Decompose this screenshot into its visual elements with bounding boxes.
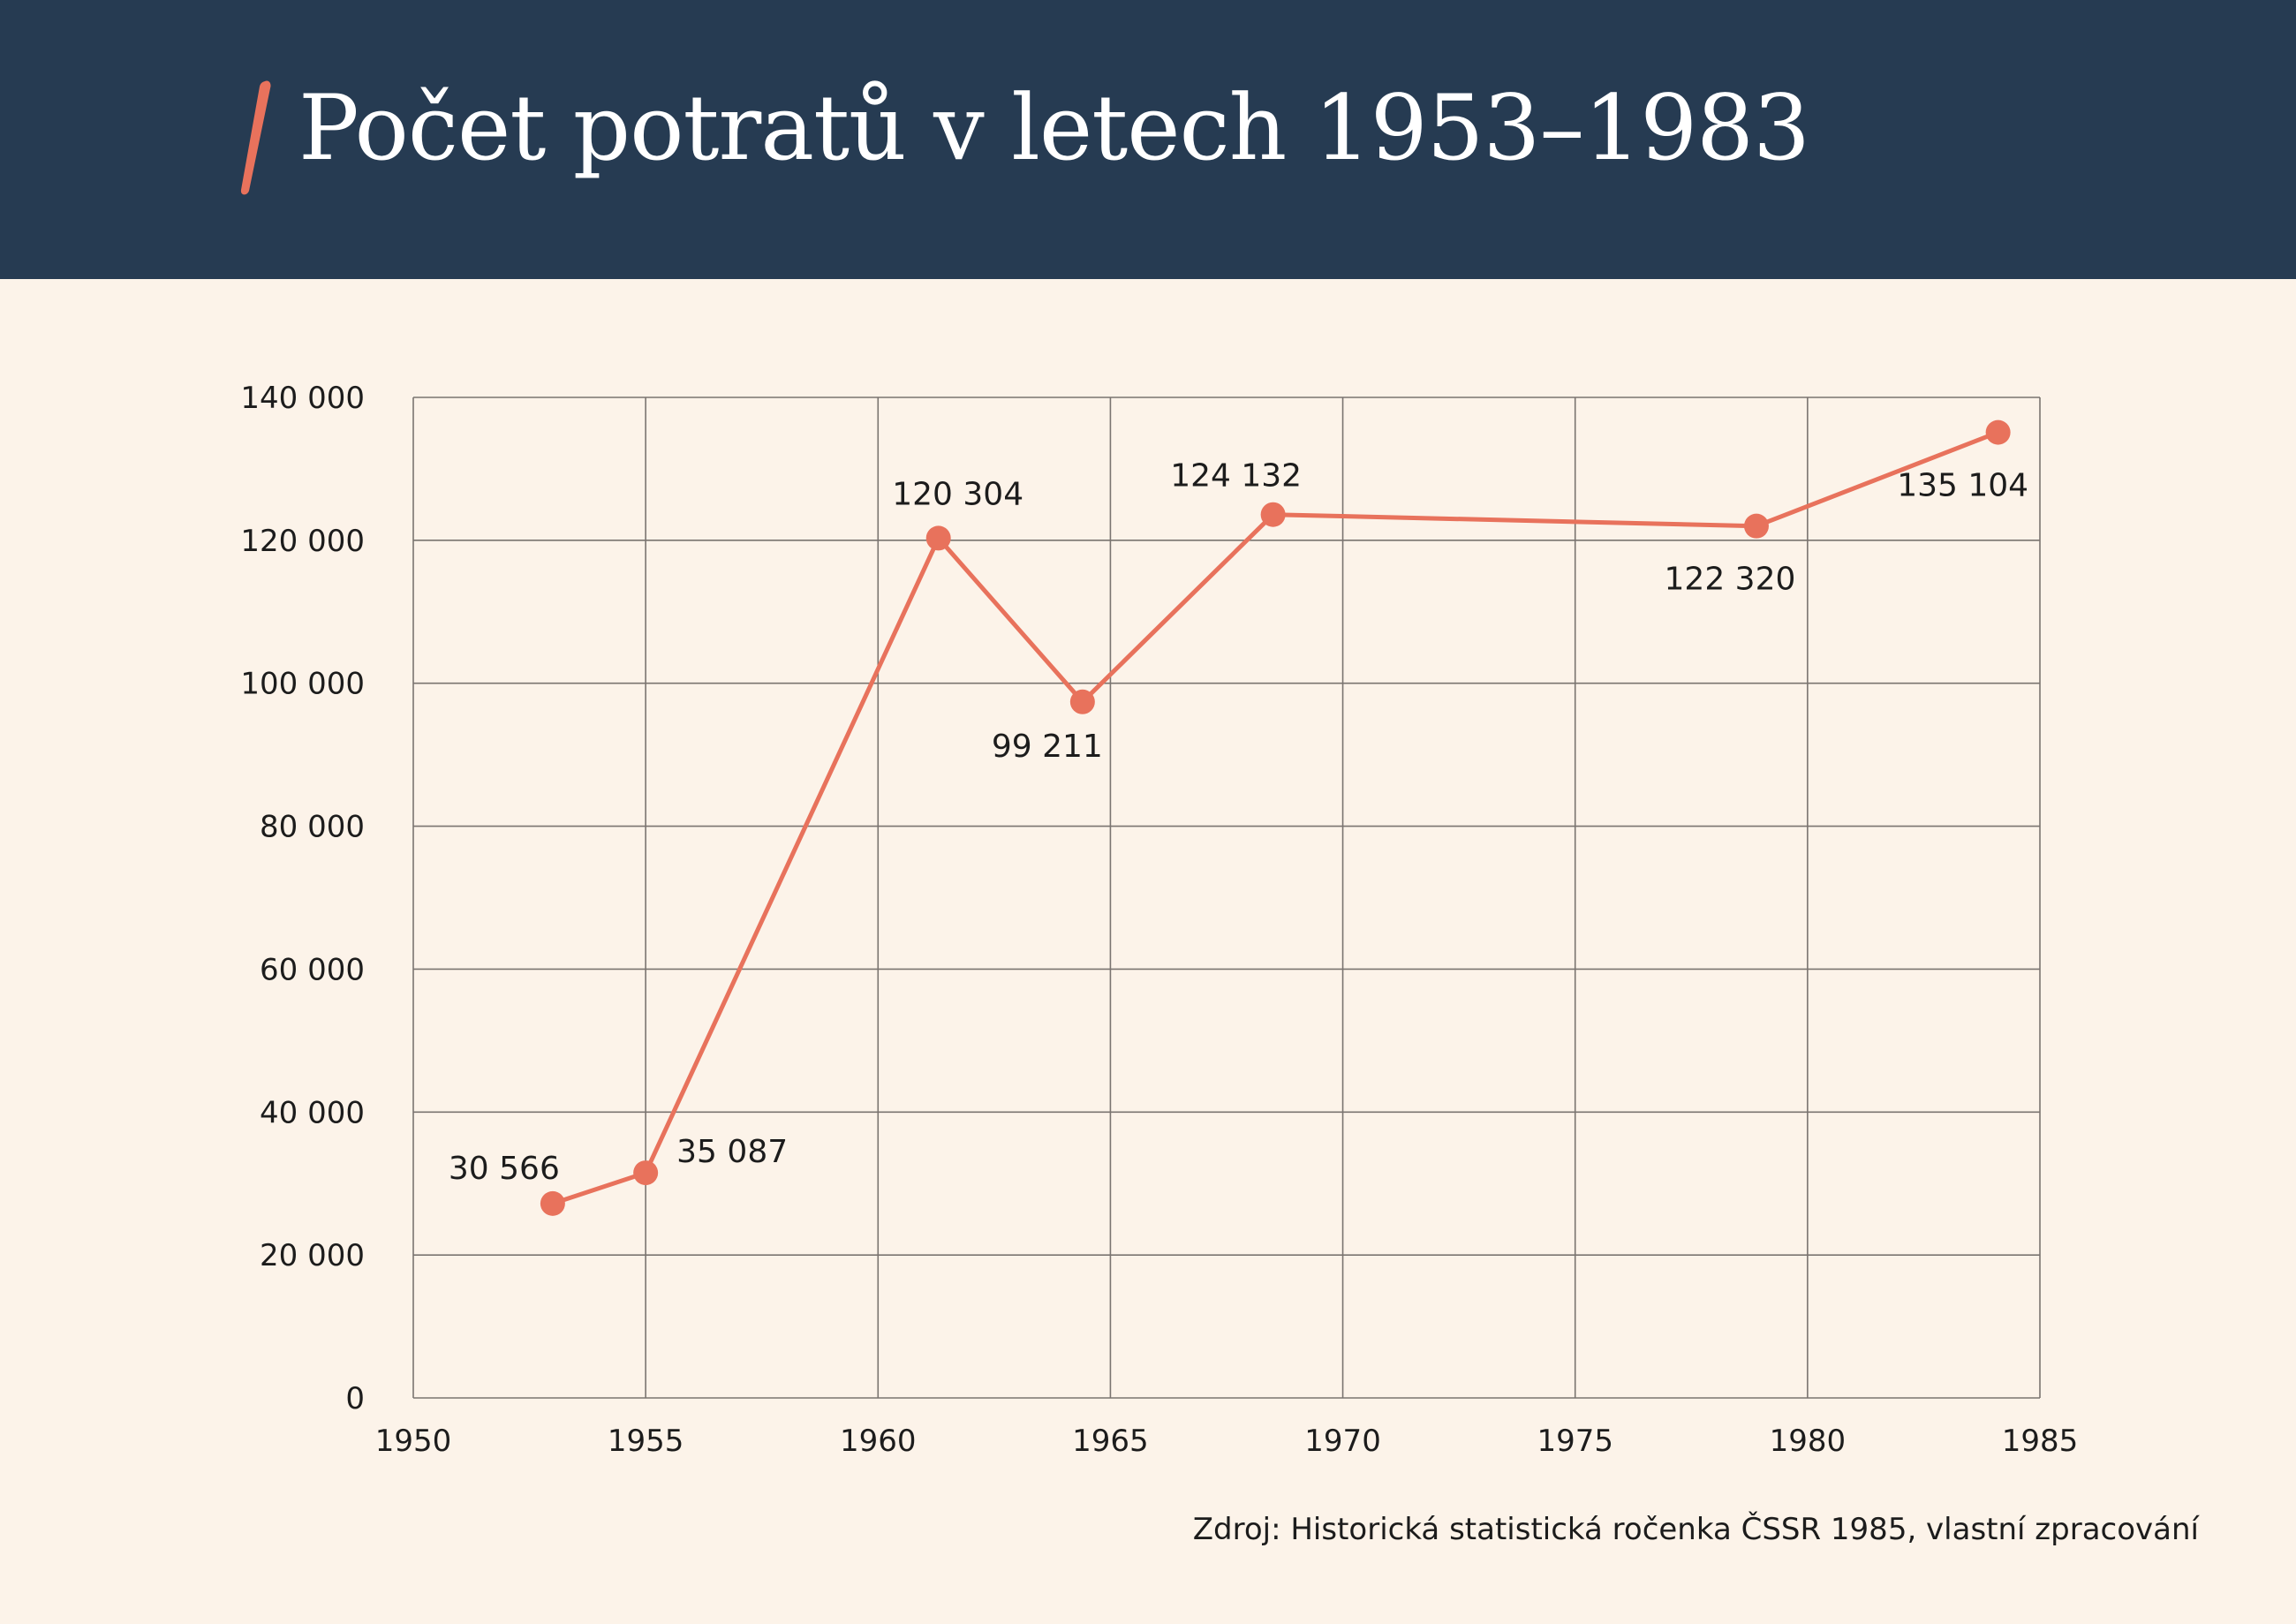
x-tick-label: 1960 xyxy=(840,1424,917,1459)
data-point xyxy=(540,1190,565,1216)
source-note: Zdroj: Historická statistická ročenka ČS… xyxy=(1192,1512,2199,1547)
y-tick-label: 120 000 xyxy=(240,524,365,559)
x-tick-label: 1980 xyxy=(1770,1424,1847,1459)
x-tick-label: 1985 xyxy=(2002,1424,2079,1459)
x-tick-label: 1970 xyxy=(1304,1424,1381,1459)
data-label: 120 304 xyxy=(892,476,1023,512)
y-tick-label: 40 000 xyxy=(260,1095,365,1130)
data-point xyxy=(1069,689,1095,714)
data-point xyxy=(633,1160,659,1186)
page-title: Počet potratů v letech 1953–1983 xyxy=(298,76,1810,181)
y-tick-label: 0 xyxy=(345,1381,365,1416)
y-tick-label: 140 000 xyxy=(240,381,365,416)
header-bar: Počet potratů v letech 1953–1983 xyxy=(0,0,2296,279)
accent-slash-icon xyxy=(240,80,271,195)
data-label: 124 132 xyxy=(1170,458,1302,495)
data-label: 135 104 xyxy=(1897,468,2028,504)
y-tick-label: 20 000 xyxy=(260,1238,365,1273)
data-label: 99 211 xyxy=(992,729,1103,765)
data-label: 35 087 xyxy=(676,1134,788,1170)
data-point xyxy=(1260,502,1286,527)
x-tick-label: 1955 xyxy=(608,1424,684,1459)
series-line xyxy=(552,430,1999,1206)
y-tick-label: 100 000 xyxy=(240,667,365,702)
x-tick-label: 1950 xyxy=(375,1424,452,1459)
y-tick-label: 60 000 xyxy=(260,952,365,987)
data-label: 30 566 xyxy=(449,1151,560,1187)
y-tick-label: 80 000 xyxy=(260,810,365,845)
data-label: 122 320 xyxy=(1665,562,1796,598)
x-tick-label: 1975 xyxy=(1537,1424,1613,1459)
data-point xyxy=(1985,419,2011,445)
x-tick-label: 1965 xyxy=(1072,1424,1149,1459)
data-point xyxy=(925,525,951,551)
data-point xyxy=(1743,513,1769,539)
